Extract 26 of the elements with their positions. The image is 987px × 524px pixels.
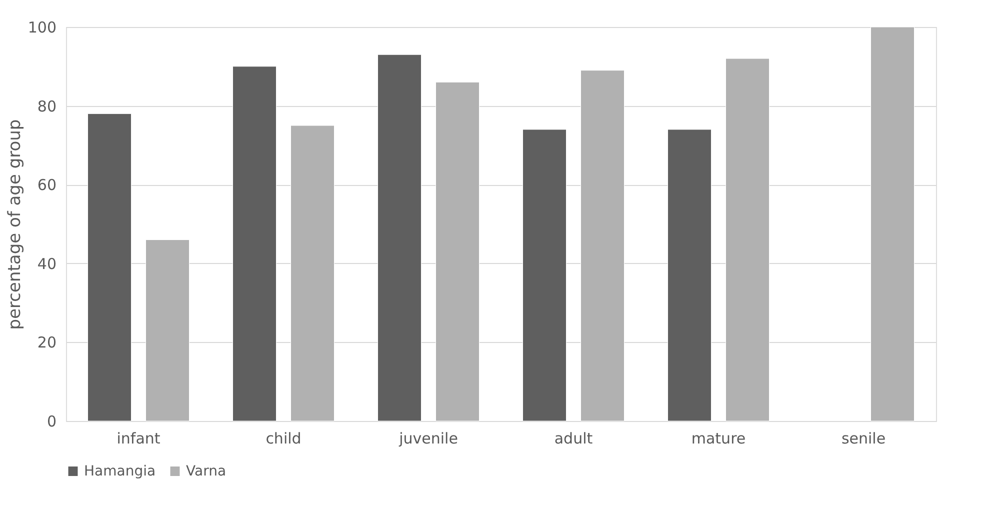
y-tick-label: 60	[37, 176, 56, 194]
bar	[726, 58, 770, 422]
legend-label: Hamangia	[84, 463, 156, 480]
bar	[378, 54, 422, 422]
x-tick-label: adult	[554, 430, 593, 448]
bar	[522, 129, 566, 422]
bar	[290, 125, 334, 422]
bar	[436, 82, 480, 422]
bar	[870, 26, 914, 422]
bar	[232, 66, 276, 422]
y-tick-label: 40	[37, 254, 56, 273]
bar	[668, 129, 712, 422]
bar	[88, 113, 132, 422]
y-tick-label: 80	[37, 97, 56, 116]
bar	[580, 70, 624, 422]
y-tick-label: 0	[46, 412, 56, 430]
legend-label: Varna	[186, 463, 226, 480]
y-tick-label: 20	[37, 334, 56, 352]
y-axis-title: percentage of age group	[4, 119, 25, 330]
x-tick-label: senile	[841, 430, 886, 448]
x-tick-label: child	[266, 430, 302, 448]
bar	[146, 240, 190, 422]
x-tick-label: mature	[691, 430, 746, 448]
y-tick-label: 100	[28, 18, 56, 36]
x-tick-label: infant	[116, 430, 160, 448]
x-tick-label: juvenile	[398, 430, 458, 448]
